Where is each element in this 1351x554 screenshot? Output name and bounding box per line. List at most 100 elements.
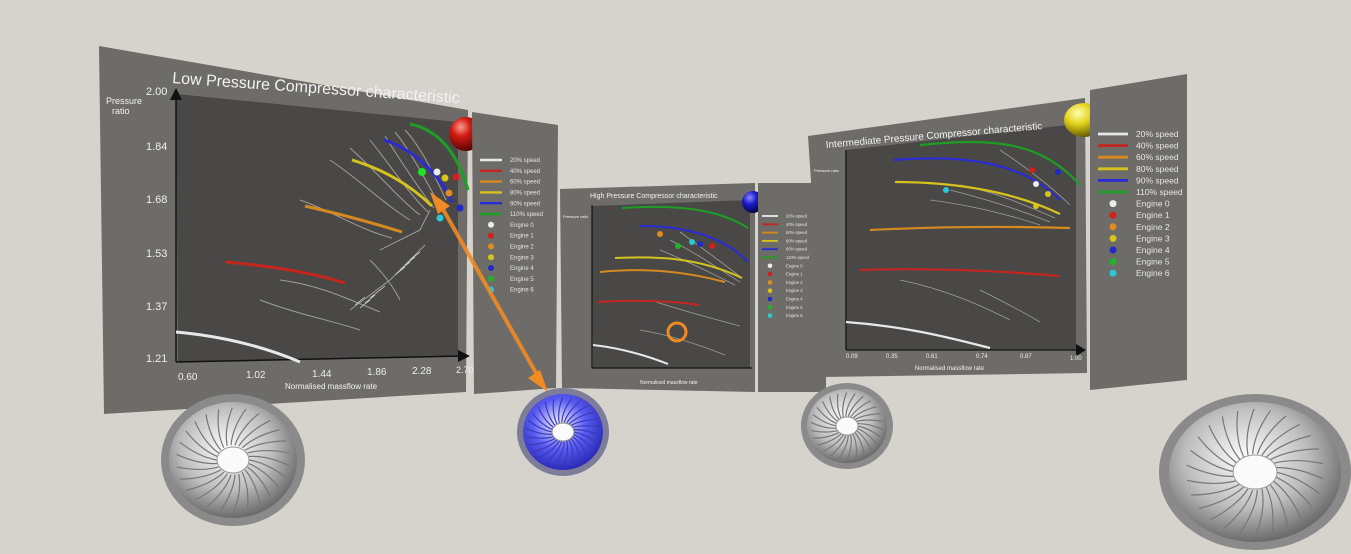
engine-fan-3[interactable] [1159, 394, 1351, 550]
lp-x-axis-arrow [458, 350, 470, 362]
fan-blade [1269, 448, 1319, 461]
engine-fan-0[interactable] [161, 394, 305, 526]
legend-item-label: Engine 0 [786, 263, 803, 268]
fan-blade [563, 401, 581, 423]
fan-blade [205, 413, 222, 451]
fan-blade [852, 433, 858, 459]
legend-item-label: Engine 1 [510, 234, 534, 240]
fan-blade [244, 469, 261, 507]
fan-blade [1252, 410, 1272, 455]
legend-item-label: Engine 3 [1136, 233, 1170, 243]
ip-engine-4-marker[interactable] [1055, 169, 1061, 175]
hp-x-axis-label: Normalised massflow rate [640, 380, 698, 386]
lp-x-tick: 2.70 [456, 365, 474, 375]
fan-blade [1256, 415, 1287, 455]
lp-engine-0-marker[interactable] [433, 168, 441, 176]
legend-item-label: 40% speed [786, 222, 808, 227]
legend-item-label: 80% speed [510, 191, 540, 197]
hp-engine-6-marker[interactable] [689, 239, 695, 245]
hp-legend-panel: 20% speed 40% speed 60% speed 80% speed 90% … [758, 183, 826, 392]
fan-blade [817, 433, 842, 446]
ip-engine-3-marker[interactable] [1045, 191, 1051, 197]
ip-x-tick: 0.35 [886, 354, 898, 360]
lp-engine-2-marker[interactable] [445, 189, 453, 197]
fan-blade [561, 398, 572, 423]
lp-engine-1-marker[interactable] [452, 173, 460, 181]
fan-blade [1269, 483, 1289, 528]
fan-blade [813, 431, 840, 439]
lp-engine-3-marker[interactable] [441, 174, 449, 182]
hp-engine-1-marker[interactable] [709, 243, 715, 249]
lp-x-tick: 1.86 [367, 367, 387, 378]
ip-engine-6-marker[interactable] [943, 187, 949, 193]
hp-engine-5-marker[interactable] [675, 243, 681, 249]
hp-chart-panel[interactable]: High Pressure Compressor characteristic … [560, 183, 764, 392]
link-arrow[interactable] [430, 192, 548, 392]
hp-engine-2-marker[interactable] [657, 231, 663, 237]
fan-blade [810, 421, 837, 429]
fan-blade [1221, 416, 1241, 461]
fan-blade [525, 435, 554, 439]
lp-engine-6-marker[interactable] [436, 214, 444, 222]
fan-blade [842, 392, 848, 418]
fan-blade [525, 427, 553, 435]
fan-blade [545, 441, 563, 463]
engine-fan-2[interactable] [801, 383, 893, 469]
fan-blade [1271, 479, 1302, 519]
hp-y-axis-label: Pressure ratio [563, 214, 589, 219]
lp-chart-panel[interactable]: Low Pressure Compressor characteristic P… [99, 46, 483, 414]
ip-chart-panel[interactable]: Intermediate Pressure Compressor charact… [808, 98, 1104, 377]
legend-item-label: Engine 2 [1136, 222, 1170, 232]
fan-blade [847, 395, 864, 417]
fan-blade [570, 418, 598, 427]
ip-plot-area [846, 124, 1076, 350]
fan-blade [1273, 475, 1313, 508]
ip-engine-1-marker[interactable] [1029, 167, 1035, 173]
legend-item-label: Engine 6 [1136, 268, 1170, 278]
ip-x-tick: 0.87 [1020, 354, 1032, 360]
legend-item-label: 110% speed [786, 255, 810, 260]
fan-blade [855, 429, 872, 451]
fan-blade [180, 469, 222, 480]
fan-blade [1198, 486, 1245, 510]
fan-blade [1236, 410, 1245, 458]
ip-engine-0-marker[interactable] [1033, 181, 1039, 187]
fan-blade [822, 401, 839, 423]
lp-engine-4-marker[interactable] [456, 204, 464, 212]
fan-blade [248, 463, 281, 490]
fan-blade [219, 474, 236, 512]
fan-blade [248, 455, 290, 467]
fan-blade [206, 474, 232, 508]
legend-item-label: Engine 5 [510, 277, 534, 283]
engine-fan-1-selected[interactable] [517, 388, 609, 476]
lp-y-tick: 1.84 [146, 141, 167, 153]
fan-blade [241, 429, 280, 449]
lp-y-tick: 1.53 [146, 248, 167, 260]
fan-blade [572, 425, 601, 429]
fan-blade [225, 407, 233, 447]
ip-x-axis-label: Normalised massflow rate [915, 366, 985, 372]
fan-blade [823, 434, 844, 452]
lp-engine-5-marker[interactable] [418, 168, 426, 176]
ip-engine-marker[interactable] [1033, 203, 1039, 209]
fan-blade [194, 421, 219, 454]
lp-legend-items: 20% speed 40% speed 60% speed 80% speed 90% … [480, 158, 543, 294]
hp-engine-4-marker[interactable] [697, 241, 703, 247]
hp-speed-line-80 [614, 256, 743, 279]
fan-blade [1209, 488, 1249, 521]
legend-swatch-dot [488, 232, 494, 239]
legend-item-label: 80% speed [1136, 164, 1179, 174]
fan-blade [247, 466, 272, 499]
fan-blade [1273, 467, 1324, 480]
fan-blade [1274, 471, 1320, 495]
selection-ring-icon[interactable] [666, 321, 688, 343]
lp-speed-line-20 [175, 330, 301, 364]
ip-speed-line-60 [869, 225, 1071, 232]
ip-speed-line-20 [845, 320, 991, 350]
ip-x-tick: 1.00 [1070, 356, 1082, 362]
fan-blade [854, 431, 865, 456]
hp-speed-line-20 [592, 344, 669, 365]
legend-item-label: Engine 1 [786, 272, 803, 277]
legend-item-label: Engine 0 [1136, 199, 1170, 209]
fan-blade [552, 398, 558, 425]
